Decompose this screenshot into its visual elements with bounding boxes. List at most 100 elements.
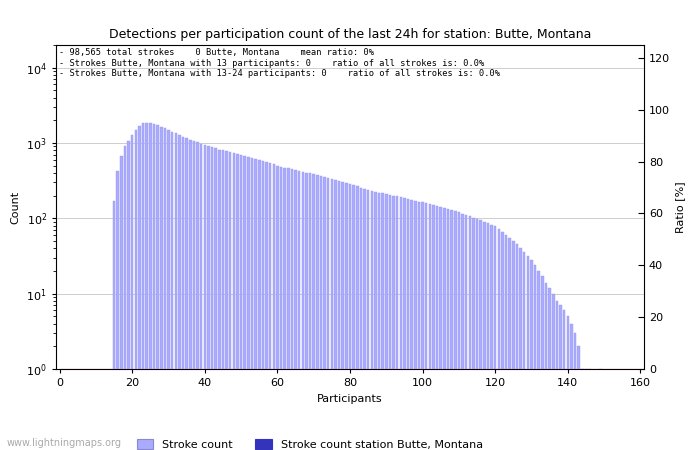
Bar	[476, 219, 478, 450]
Bar	[486, 223, 489, 450]
Bar	[559, 306, 562, 450]
Bar	[367, 190, 370, 450]
Bar	[556, 301, 558, 450]
Bar	[294, 170, 297, 450]
Bar	[432, 205, 435, 450]
Bar	[363, 189, 366, 450]
Title: Detections per participation count of the last 24h for station: Butte, Montana: Detections per participation count of th…	[108, 28, 592, 41]
Bar	[458, 212, 460, 450]
Y-axis label: Ratio [%]: Ratio [%]	[676, 181, 685, 233]
Bar	[454, 212, 456, 450]
Bar	[269, 163, 272, 450]
Bar	[290, 169, 293, 450]
Bar	[207, 146, 210, 450]
Bar	[229, 152, 232, 450]
Bar	[342, 182, 344, 450]
Bar	[124, 146, 126, 450]
Bar	[247, 157, 250, 450]
Bar	[211, 147, 214, 450]
Bar	[440, 207, 442, 450]
Bar	[356, 186, 358, 450]
Text: - 98,565 total strokes    0 Butte, Montana    mean ratio: 0%
- Strokes Butte, Mo: - 98,565 total strokes 0 Butte, Montana …	[59, 48, 500, 78]
Bar	[421, 202, 424, 450]
Bar	[258, 160, 260, 450]
Bar	[167, 130, 170, 450]
Bar	[584, 369, 587, 450]
Bar	[171, 131, 174, 450]
Bar	[276, 166, 279, 450]
Bar	[541, 276, 544, 450]
Bar	[563, 310, 566, 450]
Bar	[490, 225, 493, 450]
Bar	[156, 125, 159, 450]
Bar	[545, 283, 547, 450]
Bar	[113, 201, 116, 450]
Bar	[244, 156, 246, 450]
Text: www.lightningmaps.org: www.lightningmaps.org	[7, 438, 122, 448]
Bar	[443, 208, 446, 450]
Bar	[392, 196, 395, 450]
Bar	[538, 271, 540, 450]
Bar	[272, 164, 275, 450]
Bar	[574, 333, 576, 450]
Bar	[581, 369, 584, 450]
Bar	[174, 133, 177, 450]
Bar	[232, 153, 235, 450]
Bar	[131, 135, 134, 450]
Bar	[505, 235, 508, 450]
Bar	[512, 241, 514, 450]
Bar	[382, 194, 384, 450]
Bar	[186, 138, 188, 450]
Bar	[153, 124, 155, 450]
Bar	[403, 198, 406, 450]
X-axis label: Participants: Participants	[317, 394, 383, 404]
Bar	[389, 195, 391, 450]
Bar	[599, 369, 602, 450]
Bar	[204, 145, 206, 450]
Bar	[236, 154, 239, 450]
Bar	[578, 346, 580, 450]
Bar	[483, 222, 486, 450]
Bar	[548, 288, 551, 450]
Bar	[378, 193, 380, 450]
Bar	[265, 162, 268, 450]
Bar	[196, 142, 199, 450]
Bar	[465, 215, 468, 450]
Bar	[345, 183, 348, 450]
Bar	[312, 174, 315, 450]
Bar	[287, 168, 290, 450]
Bar	[138, 126, 141, 450]
Bar	[142, 123, 144, 450]
Bar	[472, 218, 475, 450]
Bar	[516, 244, 518, 450]
Bar	[414, 201, 416, 450]
Bar	[400, 198, 402, 450]
Bar	[182, 136, 184, 450]
Bar	[498, 229, 500, 450]
Bar	[410, 200, 413, 450]
Bar	[254, 159, 257, 450]
Bar	[501, 232, 504, 450]
Bar	[327, 178, 330, 450]
Bar	[461, 214, 464, 450]
Bar	[530, 260, 533, 450]
Bar	[323, 177, 326, 450]
Bar	[570, 324, 573, 450]
Bar	[262, 161, 264, 450]
Bar	[428, 204, 431, 450]
Bar	[447, 209, 449, 450]
Bar	[240, 155, 242, 450]
Bar	[127, 141, 130, 450]
Bar	[370, 191, 373, 450]
Bar	[450, 210, 453, 450]
Bar	[508, 238, 511, 450]
Bar	[225, 151, 228, 450]
Bar	[425, 203, 428, 450]
Bar	[218, 149, 220, 450]
Bar	[494, 226, 496, 450]
Bar	[338, 181, 340, 450]
Bar	[149, 123, 152, 450]
Bar	[302, 172, 304, 450]
Bar	[360, 188, 362, 450]
Bar	[298, 171, 300, 450]
